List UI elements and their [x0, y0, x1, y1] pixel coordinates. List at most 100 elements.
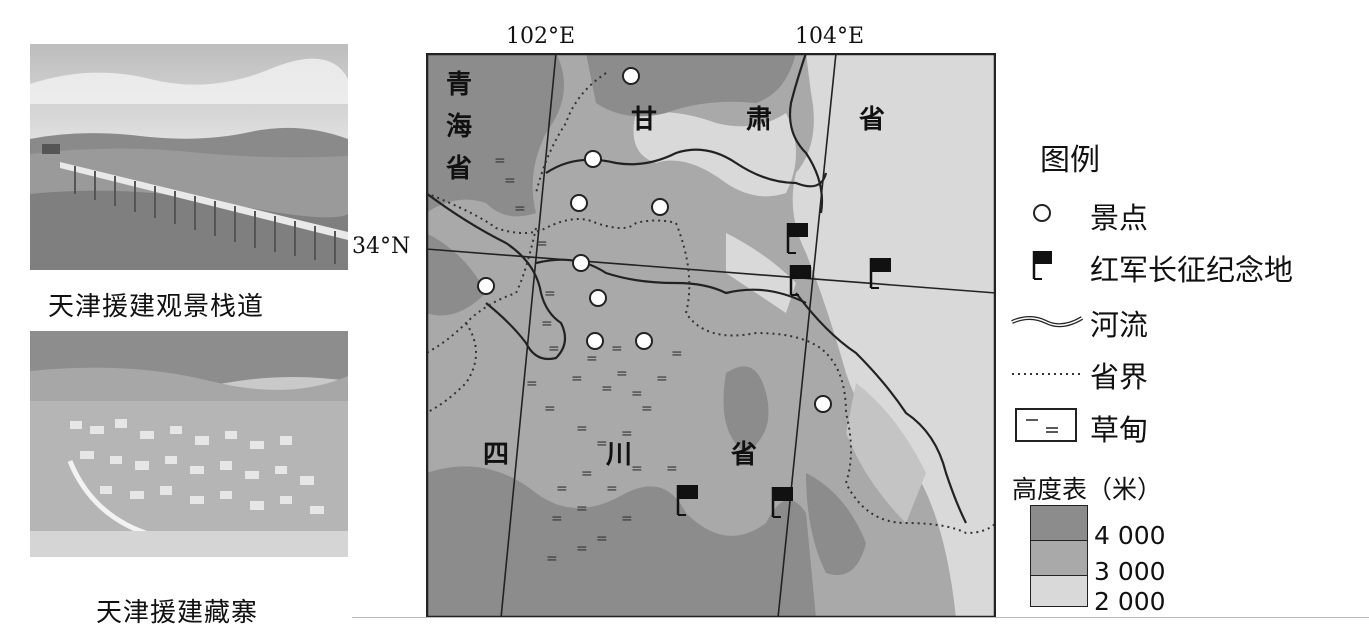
legend-item-river: 河流 [1010, 300, 1365, 342]
svg-text:=: = [666, 461, 678, 477]
legend: 图例 景点 红军长征纪念地 河流 省界 [1010, 135, 1365, 616]
svg-text:=: = [504, 173, 516, 189]
latitude-label-34: 34°N [352, 234, 411, 259]
svg-text:=: = [581, 466, 593, 482]
svg-text:=: = [576, 501, 588, 517]
label-qinghai-1: 青 [446, 70, 472, 100]
svg-text:=: = [571, 371, 583, 387]
photo-village [30, 331, 348, 557]
svg-text:=: = [544, 286, 556, 302]
scenic-spot-icon [477, 277, 495, 295]
red-army-flag-icon [771, 487, 793, 518]
legend-item-red-army: 红军长征纪念地 [1010, 245, 1365, 287]
elevation-swatch-high [1030, 505, 1088, 541]
scenic-spot-icon [572, 254, 590, 272]
scenic-spot-icon [570, 194, 588, 212]
svg-text:=: = [671, 346, 683, 362]
high-elevation-peak [723, 366, 769, 453]
grassland-icon [1015, 408, 1077, 442]
topographic-map: = = = = = = = = = = = = = = = = = = = = = = = = = = = = = = … [425, 52, 997, 619]
boardwalk-image [30, 44, 348, 270]
photo-village-caption: 天津援建藏寨 [96, 598, 259, 628]
elevation-scale-title: 高度表（米） [1012, 475, 1163, 504]
high-elevation-south [426, 466, 816, 618]
legend-label-river: 河流 [1090, 308, 1149, 342]
baseline-rule [352, 617, 1369, 618]
label-qinghai-2: 海 [446, 112, 472, 142]
svg-text:=: = [631, 386, 643, 402]
red-army-flag-icon [786, 223, 808, 254]
scenic-spot-icon [622, 67, 640, 85]
elevation-label-2000: 2 000 [1094, 587, 1166, 616]
red-army-flag-icon [869, 258, 891, 289]
legend-label-scenic-spot: 景点 [1090, 201, 1149, 235]
svg-text:=: = [541, 316, 553, 332]
high-elevation-west [426, 233, 486, 316]
province-labels: 青 海 省 甘 肃 省 四 川 省 [445, 70, 885, 470]
label-gansu-3: 省 [858, 105, 885, 135]
svg-text:=: = [526, 376, 538, 392]
longitude-label-104: 104°E [795, 24, 865, 49]
svg-text:=: = [544, 401, 556, 417]
low-elevation-gansu [633, 111, 796, 197]
svg-text:=: = [494, 153, 506, 169]
svg-text:=: = [536, 236, 548, 252]
longitude-label-102: 102°E [506, 24, 576, 49]
scenic-spots [477, 67, 832, 413]
legend-item-grassland: 草甸 [1010, 405, 1365, 447]
label-sichuan-3: 省 [730, 440, 757, 470]
svg-text:=: = [548, 341, 560, 357]
high-elevation-southeast [806, 473, 866, 575]
label-gansu-2: 肃 [746, 105, 772, 135]
scenic-spot-icon [584, 150, 602, 168]
scenic-spot-icon [586, 332, 604, 350]
elevation-label-4000: 4 000 [1094, 521, 1166, 550]
svg-text:=: = [641, 401, 653, 417]
legend-label-boundary: 省界 [1090, 360, 1149, 394]
province-boundary-icon [1012, 373, 1082, 375]
legend-item-boundary: 省界 [1010, 352, 1365, 394]
svg-text:=: = [621, 511, 633, 527]
high-elevation-north [586, 53, 796, 117]
river-icon [1011, 316, 1084, 328]
scenic-spot-icon [651, 198, 669, 216]
svg-text:=: = [631, 461, 643, 477]
low-elevation-east [792, 53, 996, 618]
svg-text:=: = [514, 201, 526, 217]
svg-text:=: = [596, 531, 608, 547]
svg-text:=: = [611, 341, 623, 357]
legend-label-grassland: 草甸 [1090, 413, 1149, 447]
svg-text:=: = [616, 366, 628, 382]
red-army-flag-icon [676, 485, 698, 516]
svg-text:=: = [576, 421, 588, 437]
scenic-spot-icon [589, 289, 607, 307]
svg-text:=: = [596, 436, 608, 452]
label-sichuan-2: 川 [606, 440, 632, 470]
red-army-flag-icon [789, 265, 811, 296]
label-gansu-1: 甘 [631, 105, 657, 135]
low-elevation-southeast [846, 383, 926, 523]
label-sichuan-1: 四 [483, 440, 509, 470]
photo-boardwalk [30, 44, 348, 270]
village-image [30, 331, 348, 557]
svg-text:=: = [621, 426, 633, 442]
svg-text:=: = [601, 381, 613, 397]
high-elevation-qinghai [426, 53, 564, 217]
scenic-spot-icon [814, 395, 832, 413]
red-army-flags [676, 223, 891, 518]
elevation-swatch-low [1030, 575, 1088, 607]
svg-text:=: = [586, 351, 598, 367]
svg-text:=: = [656, 371, 668, 387]
svg-text:=: = [551, 511, 563, 527]
scenic-spot-icon [635, 332, 653, 350]
scenic-spot-icon [1033, 204, 1051, 222]
legend-label-red-army: 红军长征纪念地 [1090, 253, 1294, 287]
red-army-flag-icon [1032, 251, 1052, 280]
svg-text:=: = [606, 481, 618, 497]
map-canvas: === === === === === === === === === == = … [425, 52, 997, 619]
elevation-swatch-mid [1030, 540, 1088, 576]
elevation-label-3000: 3 000 [1094, 557, 1166, 586]
legend-title: 图例 [1040, 143, 1100, 178]
province-boundaries [425, 72, 997, 535]
svg-text:=: = [546, 551, 558, 567]
